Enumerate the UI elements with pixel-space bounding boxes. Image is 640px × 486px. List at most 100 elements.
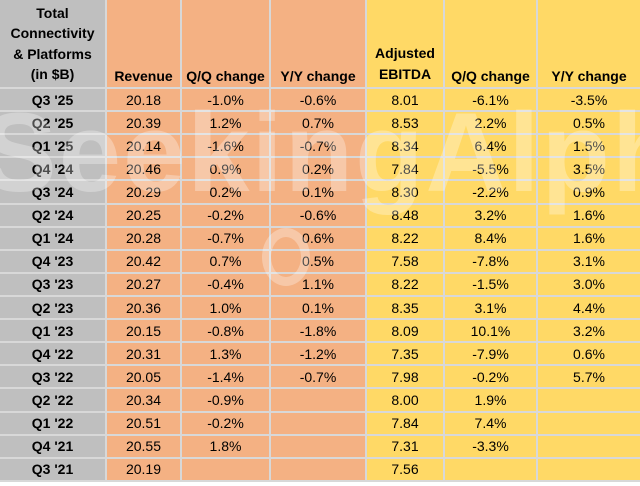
- revenue-cell: 20.31: [105, 341, 182, 367]
- table-row: Q4 '23 20.42 0.7% 0.5% 7.58 -7.8% 3.1%: [0, 248, 640, 274]
- column-header-revenue-yy-change: Y/Y change: [269, 0, 367, 89]
- ebitda-cell: 8.09: [365, 318, 445, 344]
- table-row: Q3 '21 20.19 7.56: [0, 456, 640, 483]
- revenue-cell: 20.29: [105, 179, 182, 205]
- ebitda-yy-change-cell: [536, 410, 640, 436]
- revenue-qq-change-cell: -0.2%: [180, 410, 271, 436]
- table-row: Q1 '25 20.14 -1.6% -0.7% 8.34 6.4% 1.5%: [0, 133, 640, 159]
- table-row: Q3 '24 20.29 0.2% 0.1% 8.30 -2.2% 0.9%: [0, 179, 640, 205]
- revenue-qq-change-cell: 1.3%: [180, 341, 271, 367]
- ebitda-yy-change-cell: 4.4%: [536, 294, 640, 321]
- ebitda-qq-change-cell: -1.5%: [443, 271, 538, 297]
- quarter-label: Q3 '22: [0, 364, 107, 390]
- column-header-adjusted-ebitda: Adjusted EBITDA: [365, 0, 445, 89]
- revenue-qq-change-cell: -1.0%: [180, 86, 271, 113]
- revenue-cell: 20.36: [105, 294, 182, 321]
- header-row: Total Connectivity & Platforms (in $B) R…: [0, 0, 640, 89]
- ebitda-cell: 7.31: [365, 433, 445, 459]
- revenue-yy-change-cell: [269, 387, 367, 413]
- revenue-qq-change-cell: -0.8%: [180, 318, 271, 344]
- revenue-cell: 20.55: [105, 433, 182, 459]
- ebitda-cell: 8.48: [365, 202, 445, 228]
- ebitda-qq-change-cell: -3.3%: [443, 433, 538, 459]
- quarter-label: Q3 '24: [0, 179, 107, 205]
- table-row: Q2 '23 20.36 1.0% 0.1% 8.35 3.1% 4.4%: [0, 294, 640, 321]
- revenue-cell: 20.25: [105, 202, 182, 228]
- quarter-label: Q2 '22: [0, 387, 107, 413]
- ebitda-yy-change-cell: 1.6%: [536, 225, 640, 251]
- revenue-yy-change-cell: 1.1%: [269, 271, 367, 297]
- quarter-label: Q3 '21: [0, 456, 107, 483]
- revenue-cell: 20.18: [105, 86, 182, 113]
- ebitda-yy-change-cell: 3.5%: [536, 156, 640, 182]
- ebitda-qq-change-cell: -7.9%: [443, 341, 538, 367]
- quarter-label: Q2 '25: [0, 110, 107, 136]
- revenue-qq-change-cell: -1.4%: [180, 364, 271, 390]
- table-row: Q2 '24 20.25 -0.2% -0.6% 8.48 3.2% 1.6%: [0, 202, 640, 228]
- revenue-cell: 20.27: [105, 271, 182, 297]
- ebitda-cell: 8.34: [365, 133, 445, 159]
- revenue-yy-change-cell: -1.2%: [269, 341, 367, 367]
- ebitda-cell: 8.53: [365, 110, 445, 136]
- table-row: Q1 '24 20.28 -0.7% 0.6% 8.22 8.4% 1.6%: [0, 225, 640, 251]
- table-header: Total Connectivity & Platforms (in $B) R…: [0, 0, 640, 89]
- quarter-label: Q1 '24: [0, 225, 107, 251]
- column-header-revenue: Revenue: [105, 0, 182, 89]
- ebitda-cell: 7.58: [365, 248, 445, 274]
- revenue-cell: 20.28: [105, 225, 182, 251]
- ebitda-cell: 8.01: [365, 86, 445, 113]
- ebitda-qq-change-cell: -6.1%: [443, 86, 538, 113]
- revenue-yy-change-cell: 0.5%: [269, 248, 367, 274]
- ebitda-cell: 8.22: [365, 225, 445, 251]
- revenue-cell: 20.05: [105, 364, 182, 390]
- table-title: Total Connectivity & Platforms (in $B): [0, 0, 107, 89]
- ebitda-qq-change-cell: 2.2%: [443, 110, 538, 136]
- ebitda-cell: 7.84: [365, 410, 445, 436]
- ebitda-yy-change-cell: 0.9%: [536, 179, 640, 205]
- ebitda-qq-change-cell: -0.2%: [443, 364, 538, 390]
- quarter-label: Q1 '23: [0, 318, 107, 344]
- table-row: Q3 '25 20.18 -1.0% -0.6% 8.01 -6.1% -3.5…: [0, 86, 640, 113]
- ebitda-yy-change-cell: 5.7%: [536, 364, 640, 390]
- ebitda-yy-change-cell: 1.6%: [536, 202, 640, 228]
- ebitda-qq-change-cell: -7.8%: [443, 248, 538, 274]
- quarter-label: Q4 '23: [0, 248, 107, 274]
- table-row: Q3 '23 20.27 -0.4% 1.1% 8.22 -1.5% 3.0%: [0, 271, 640, 297]
- table-row: Q2 '25 20.39 1.2% 0.7% 8.53 2.2% 0.5%: [0, 110, 640, 136]
- revenue-qq-change-cell: 0.9%: [180, 156, 271, 182]
- table-row: Q2 '22 20.34 -0.9% 8.00 1.9%: [0, 387, 640, 413]
- revenue-cell: 20.14: [105, 133, 182, 159]
- revenue-yy-change-cell: [269, 433, 367, 459]
- ebitda-yy-change-cell: 0.5%: [536, 110, 640, 136]
- revenue-cell: 20.34: [105, 387, 182, 413]
- ebitda-yy-change-cell: -3.5%: [536, 86, 640, 113]
- ebitda-yy-change-cell: 3.1%: [536, 248, 640, 274]
- ebitda-yy-change-cell: 0.6%: [536, 341, 640, 367]
- revenue-cell: 20.51: [105, 410, 182, 436]
- revenue-qq-change-cell: -0.9%: [180, 387, 271, 413]
- revenue-yy-change-cell: 0.7%: [269, 110, 367, 136]
- revenue-qq-change-cell: -0.4%: [180, 271, 271, 297]
- ebitda-qq-change-cell: -2.2%: [443, 179, 538, 205]
- ebitda-cell: 7.98: [365, 364, 445, 390]
- revenue-cell: 20.39: [105, 110, 182, 136]
- revenue-yy-change-cell: 0.2%: [269, 156, 367, 182]
- revenue-qq-change-cell: -0.2%: [180, 202, 271, 228]
- ebitda-qq-change-cell: 3.2%: [443, 202, 538, 228]
- revenue-qq-change-cell: -1.6%: [180, 133, 271, 159]
- ebitda-cell: 7.84: [365, 156, 445, 182]
- quarter-label: Q1 '22: [0, 410, 107, 436]
- revenue-yy-change-cell: 0.1%: [269, 179, 367, 205]
- column-header-revenue-qq-change: Q/Q change: [180, 0, 271, 89]
- ebitda-qq-change-cell: 1.9%: [443, 387, 538, 413]
- revenue-yy-change-cell: 0.1%: [269, 294, 367, 321]
- revenue-yy-change-cell: -0.7%: [269, 133, 367, 159]
- quarter-label: Q3 '23: [0, 271, 107, 297]
- revenue-yy-change-cell: -0.6%: [269, 86, 367, 113]
- column-header-ebitda-qq-change: Q/Q change: [443, 0, 538, 89]
- revenue-cell: 20.46: [105, 156, 182, 182]
- table-row: Q1 '23 20.15 -0.8% -1.8% 8.09 10.1% 3.2%: [0, 318, 640, 344]
- column-header-ebitda-yy-change: Y/Y change: [536, 0, 640, 89]
